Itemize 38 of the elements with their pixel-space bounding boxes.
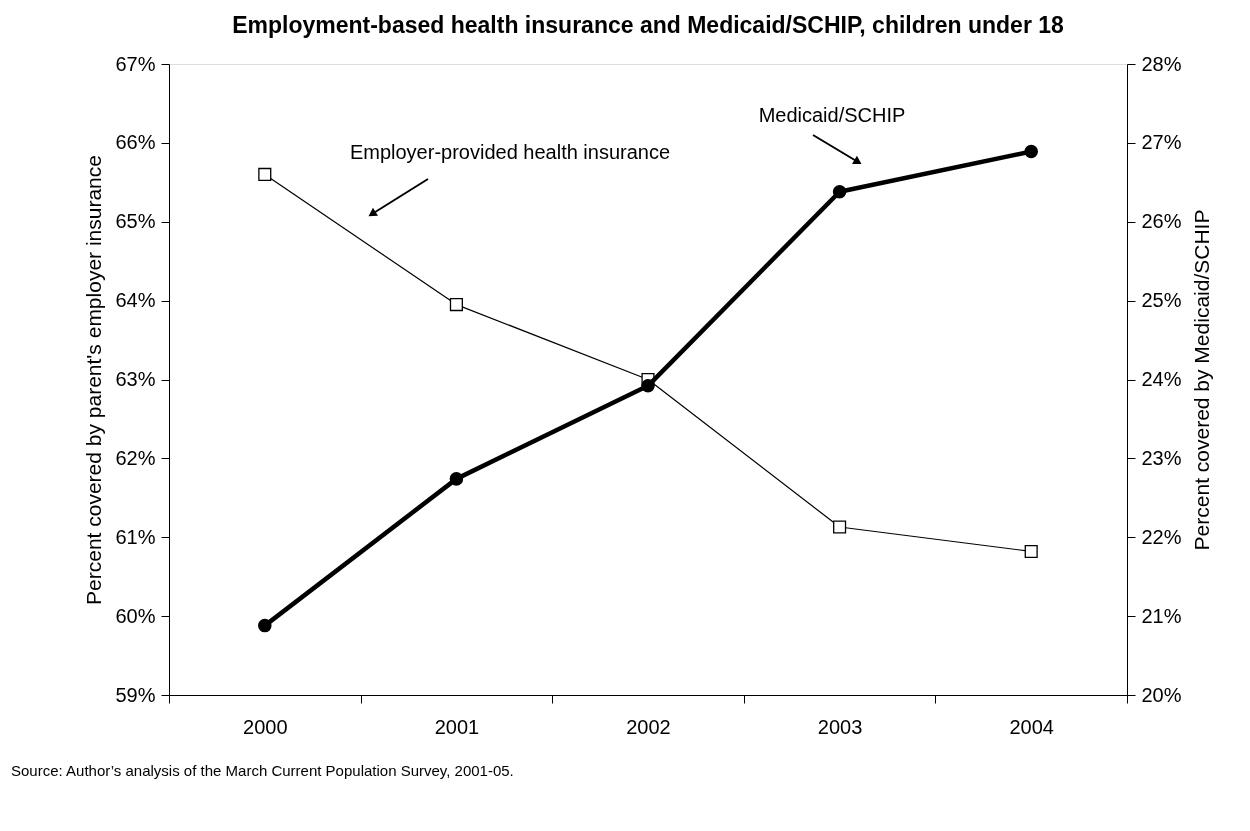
point [641,379,655,393]
y2-axis-title: Percent covered by Medicaid/SCHIP [1189,209,1213,551]
x-tick-label: 2004 [1009,715,1054,738]
y-tick-label: 60% [115,604,156,627]
y-tick-label: 63% [115,368,156,390]
point [832,185,847,199]
point [1024,144,1038,159]
point [833,520,847,534]
y-tick-label: 65% [115,210,156,233]
y2-tick-label: 20% [1141,683,1182,706]
point [258,167,272,181]
y2-tick-label: 21% [1141,604,1182,627]
point [258,618,272,633]
point [1024,544,1038,559]
y2-tick-label: 28% [1141,52,1182,75]
y2-tick-label: 27% [1141,131,1182,154]
y-tick-label: 67% [115,52,156,75]
point [449,472,464,486]
y2-tick-label: 24% [1141,368,1182,390]
y2-tick-label: 25% [1141,289,1182,312]
y-tick-label: 62% [115,446,156,469]
x-tick-label: 2000 [243,715,288,738]
x-tick-label: 2003 [817,715,863,738]
y2-tick-label: 26% [1141,210,1182,233]
y-axis-title: Percent covered by parent's employer insurance [82,155,106,605]
y-tick-label: 59% [115,683,156,706]
x-tick-label: 2001 [434,715,480,738]
source-note: Source: Author’s analysis of the March Current Population Survey, 2001-05. [11,762,514,779]
x-tick-label: 2002 [626,715,671,738]
y-tick-label: 66% [115,131,156,154]
y2-tick-label: 23% [1141,446,1182,469]
text: Employer-provided health insurance [349,141,671,163]
text: Medicaid/SCHIP [758,104,906,126]
y2-tick-label: 22% [1141,525,1182,548]
chart-title: Employment-based health insurance and Medicaid/SCHIP, children under 18 [232,12,1065,38]
y-tick-label: 61% [115,525,156,548]
point [449,298,463,312]
y-tick-label: 64% [115,289,156,312]
